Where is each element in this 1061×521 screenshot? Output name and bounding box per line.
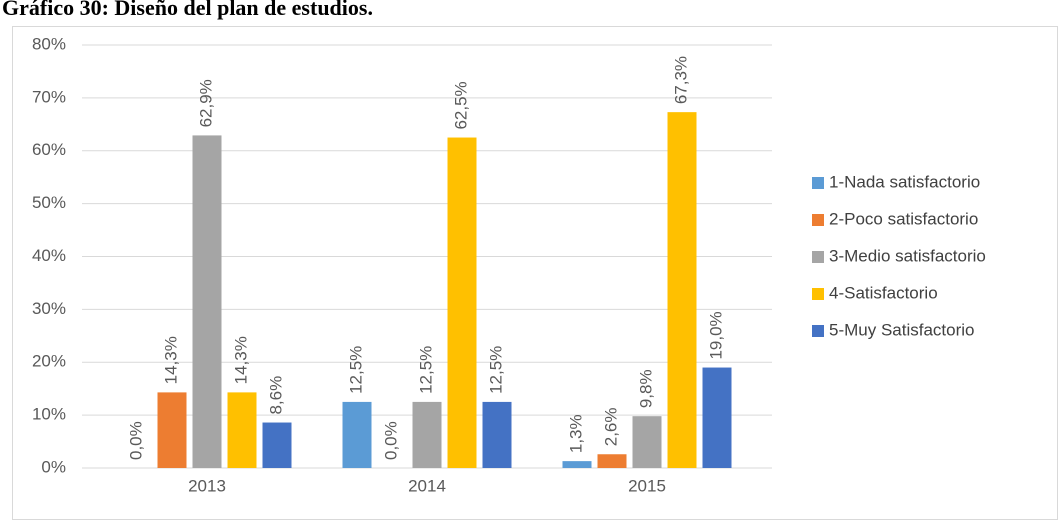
legend-label: 5-Muy Satisfactorio — [829, 320, 975, 339]
bar — [342, 401, 372, 468]
x-tick-label: 2014 — [408, 476, 446, 495]
y-tick-label: 70% — [32, 87, 66, 106]
chart-frame — [12, 26, 1058, 520]
bar — [482, 401, 512, 468]
data-label: 14,3% — [161, 336, 180, 384]
data-label: 1,3% — [566, 414, 585, 453]
bar — [412, 401, 442, 468]
data-label: 62,9% — [196, 79, 215, 127]
legend-swatch — [812, 214, 824, 226]
bar — [447, 137, 477, 468]
legend-label: 1-Nada satisfactorio — [829, 172, 980, 191]
data-label: 62,5% — [451, 81, 470, 129]
legend-swatch — [812, 325, 824, 337]
y-tick-label: 10% — [32, 405, 66, 424]
y-tick-label: 60% — [32, 140, 66, 159]
data-label: 0,0% — [126, 421, 145, 460]
legend-swatch — [812, 177, 824, 189]
data-label: 14,3% — [231, 336, 250, 384]
legend-swatch — [812, 251, 824, 263]
y-tick-label: 30% — [32, 299, 66, 318]
data-label: 2,6% — [601, 408, 620, 447]
x-tick-label: 2013 — [188, 476, 226, 495]
bar — [562, 461, 592, 468]
data-label: 12,5% — [486, 346, 505, 394]
bar — [192, 135, 222, 468]
data-label: 9,8% — [636, 369, 655, 408]
legend-swatch — [812, 288, 824, 300]
bar — [227, 392, 257, 468]
x-tick-label: 2015 — [628, 476, 666, 495]
y-tick-label: 80% — [32, 34, 66, 53]
data-label: 8,6% — [266, 376, 285, 415]
legend-label: 2-Poco satisfactorio — [829, 209, 978, 228]
bar — [667, 112, 697, 469]
bar — [702, 367, 732, 468]
y-tick-label: 50% — [32, 193, 66, 212]
bar — [262, 422, 292, 468]
bar — [157, 392, 187, 468]
bar — [632, 416, 662, 468]
legend-label: 4-Satisfactorio — [829, 283, 938, 302]
y-tick-label: 40% — [32, 246, 66, 265]
data-label: 67,3% — [671, 56, 690, 104]
bar — [597, 454, 627, 468]
data-label: 12,5% — [346, 346, 365, 394]
legend-label: 3-Medio satisfactorio — [829, 246, 986, 265]
y-tick-label: 20% — [32, 352, 66, 371]
chart-title: Gráfico 30: Diseño del plan de estudios. — [2, 0, 373, 20]
data-label: 12,5% — [416, 346, 435, 394]
data-label: 0,0% — [381, 421, 400, 460]
data-label: 19,0% — [706, 311, 725, 359]
legend: 1-Nada satisfactorio 2-Poco satisfactorio… — [812, 172, 986, 339]
y-tick-label: 0% — [41, 457, 66, 476]
